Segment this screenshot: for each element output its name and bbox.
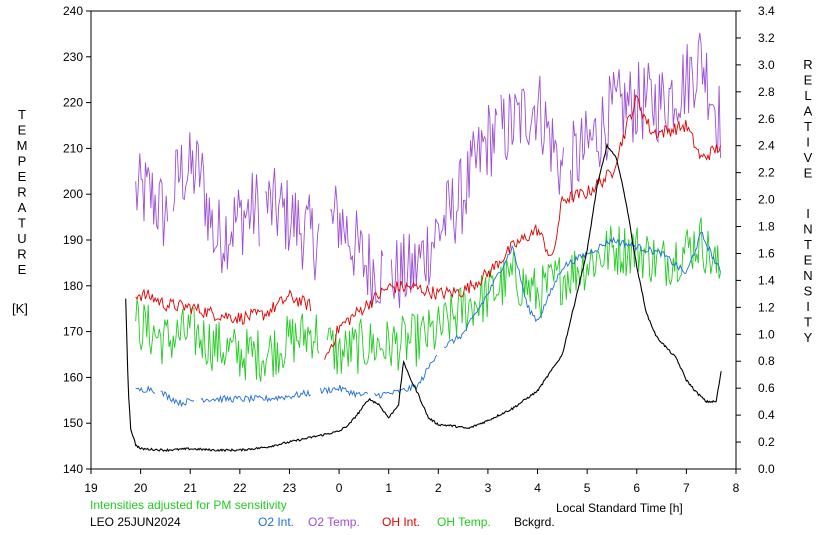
left-axis-label-letter: M	[17, 138, 28, 153]
x-tick-label: 6	[633, 481, 640, 495]
right-tick-label: 3.0	[758, 58, 775, 72]
left-tick-label: 200	[63, 187, 83, 201]
left-tick-label: 240	[63, 4, 83, 18]
x-tick-label: 4	[534, 481, 541, 495]
left-axis-label-letter: R	[17, 185, 26, 200]
x-axis-label: Local Standard Time [h]	[556, 501, 683, 515]
x-tick-label: 19	[84, 481, 98, 495]
right-axis-label-letter: E	[804, 166, 813, 181]
left-axis-label-letter: P	[18, 154, 27, 169]
right-tick-label: 0.4	[758, 408, 775, 422]
left-tick-label: 180	[63, 279, 83, 293]
x-tick-label: 7	[683, 481, 690, 495]
left-axis-label-letter: T	[18, 216, 26, 231]
right-tick-label: 0.6	[758, 381, 775, 395]
right-axis-label-letter: A	[804, 104, 813, 119]
right-axis-label-letter: T	[804, 315, 812, 330]
x-tick-label: 0	[336, 481, 343, 495]
oh_int-series-line	[135, 94, 721, 360]
right-tick-label: 1.6	[758, 246, 775, 260]
oh_temp-series-line	[135, 217, 721, 382]
right-tick-label: 2.0	[758, 193, 775, 207]
legend-item: O2 Int.	[258, 515, 294, 529]
x-tick-label: 2	[435, 481, 442, 495]
right-axis-label-letter: Y	[804, 330, 813, 345]
left-tick-label: 170	[63, 325, 83, 339]
x-axis-ticks: 19 20 21 22 23 0 1 2 3 4 5 6 7 8	[84, 469, 740, 495]
left-axis-label-letter: E	[18, 123, 27, 138]
right-axis-label-letter: N	[803, 222, 812, 237]
left-axis-label-letter: E	[18, 169, 27, 184]
right-tick-label: 1.8	[758, 220, 775, 234]
legend-item: OH Temp.	[437, 515, 491, 529]
right-axis-label-letter: T	[804, 237, 812, 252]
right-tick-label: 0.0	[758, 462, 775, 476]
left-tick-label: 150	[63, 416, 83, 430]
pm-note: Intensities adjusted for PM sensitivity	[90, 498, 287, 512]
left-tick-label: 220	[63, 96, 83, 110]
right-axis-label-letter: I	[806, 206, 810, 221]
right-tick-label: 0.8	[758, 354, 775, 368]
left-axis-ticks: 140 150 160 170 180 190 200 210 220 230 240	[63, 4, 91, 476]
right-axis-label-letter: I	[806, 299, 810, 314]
x-tick-label: 21	[184, 481, 198, 495]
right-tick-label: 2.6	[758, 112, 775, 126]
right-axis-label-letter: I	[806, 135, 810, 150]
x-tick-label: 3	[485, 481, 492, 495]
bckgrd-series-line	[125, 142, 722, 453]
x-tick-label: 22	[233, 481, 247, 495]
o2_int-series-line	[135, 231, 721, 408]
x-tick-label: 20	[134, 481, 148, 495]
x-tick-label: 1	[385, 481, 392, 495]
left-axis-unit: [K]	[12, 301, 28, 316]
right-tick-label: 2.2	[758, 166, 775, 180]
o2_temp-series-line	[135, 32, 721, 309]
series-layer	[125, 32, 722, 453]
legend-item: OH Int.	[382, 515, 420, 529]
right-tick-label: 2.4	[758, 139, 775, 153]
right-axis-label-letter: V	[804, 150, 813, 165]
left-tick-label: 190	[63, 233, 83, 247]
x-tick-label: 5	[584, 481, 591, 495]
legend-item: O2 Temp.	[308, 515, 360, 529]
x-tick-label: 23	[283, 481, 297, 495]
legend: O2 Int. O2 Temp. OH Int. OH Temp. Bckgrd.	[258, 515, 555, 529]
station-label: LEO 25JUN2024	[90, 515, 181, 529]
right-tick-label: 3.2	[758, 31, 775, 45]
left-tick-label: 230	[63, 50, 83, 64]
right-axis-label-letter: N	[803, 268, 812, 283]
left-axis-label-letter: R	[17, 247, 26, 262]
right-axis-label-letter: E	[804, 253, 813, 268]
right-axis-label-letter: R	[803, 57, 812, 72]
left-axis-label-letter: E	[18, 262, 27, 277]
right-tick-label: 3.4	[758, 4, 775, 18]
x-tick-label: 8	[733, 481, 740, 495]
left-axis-label-letter: U	[17, 231, 26, 246]
right-axis-label-letter: E	[804, 73, 813, 88]
left-tick-label: 160	[63, 370, 83, 384]
legend-item: Bckgrd.	[514, 515, 555, 529]
right-axis-label-letter: T	[804, 119, 812, 134]
right-tick-label: 0.2	[758, 435, 775, 449]
right-tick-label: 1.0	[758, 327, 775, 341]
right-axis-ticks: 0.0 0.2 0.4 0.6 0.8 1.0 1.2 1.4 1.6 1.8 2.0 2.2 2.4 2…	[736, 4, 775, 476]
right-tick-label: 1.2	[758, 300, 775, 314]
left-tick-label: 140	[63, 462, 83, 476]
left-tick-label: 210	[63, 141, 83, 155]
left-axis-label-letter: T	[18, 107, 26, 122]
left-axis-label-letter: A	[18, 200, 27, 215]
right-tick-label: 1.4	[758, 273, 775, 287]
right-tick-label: 2.8	[758, 85, 775, 99]
right-axis-label-letter: L	[804, 88, 811, 103]
right-axis-label-letter: S	[804, 284, 813, 299]
